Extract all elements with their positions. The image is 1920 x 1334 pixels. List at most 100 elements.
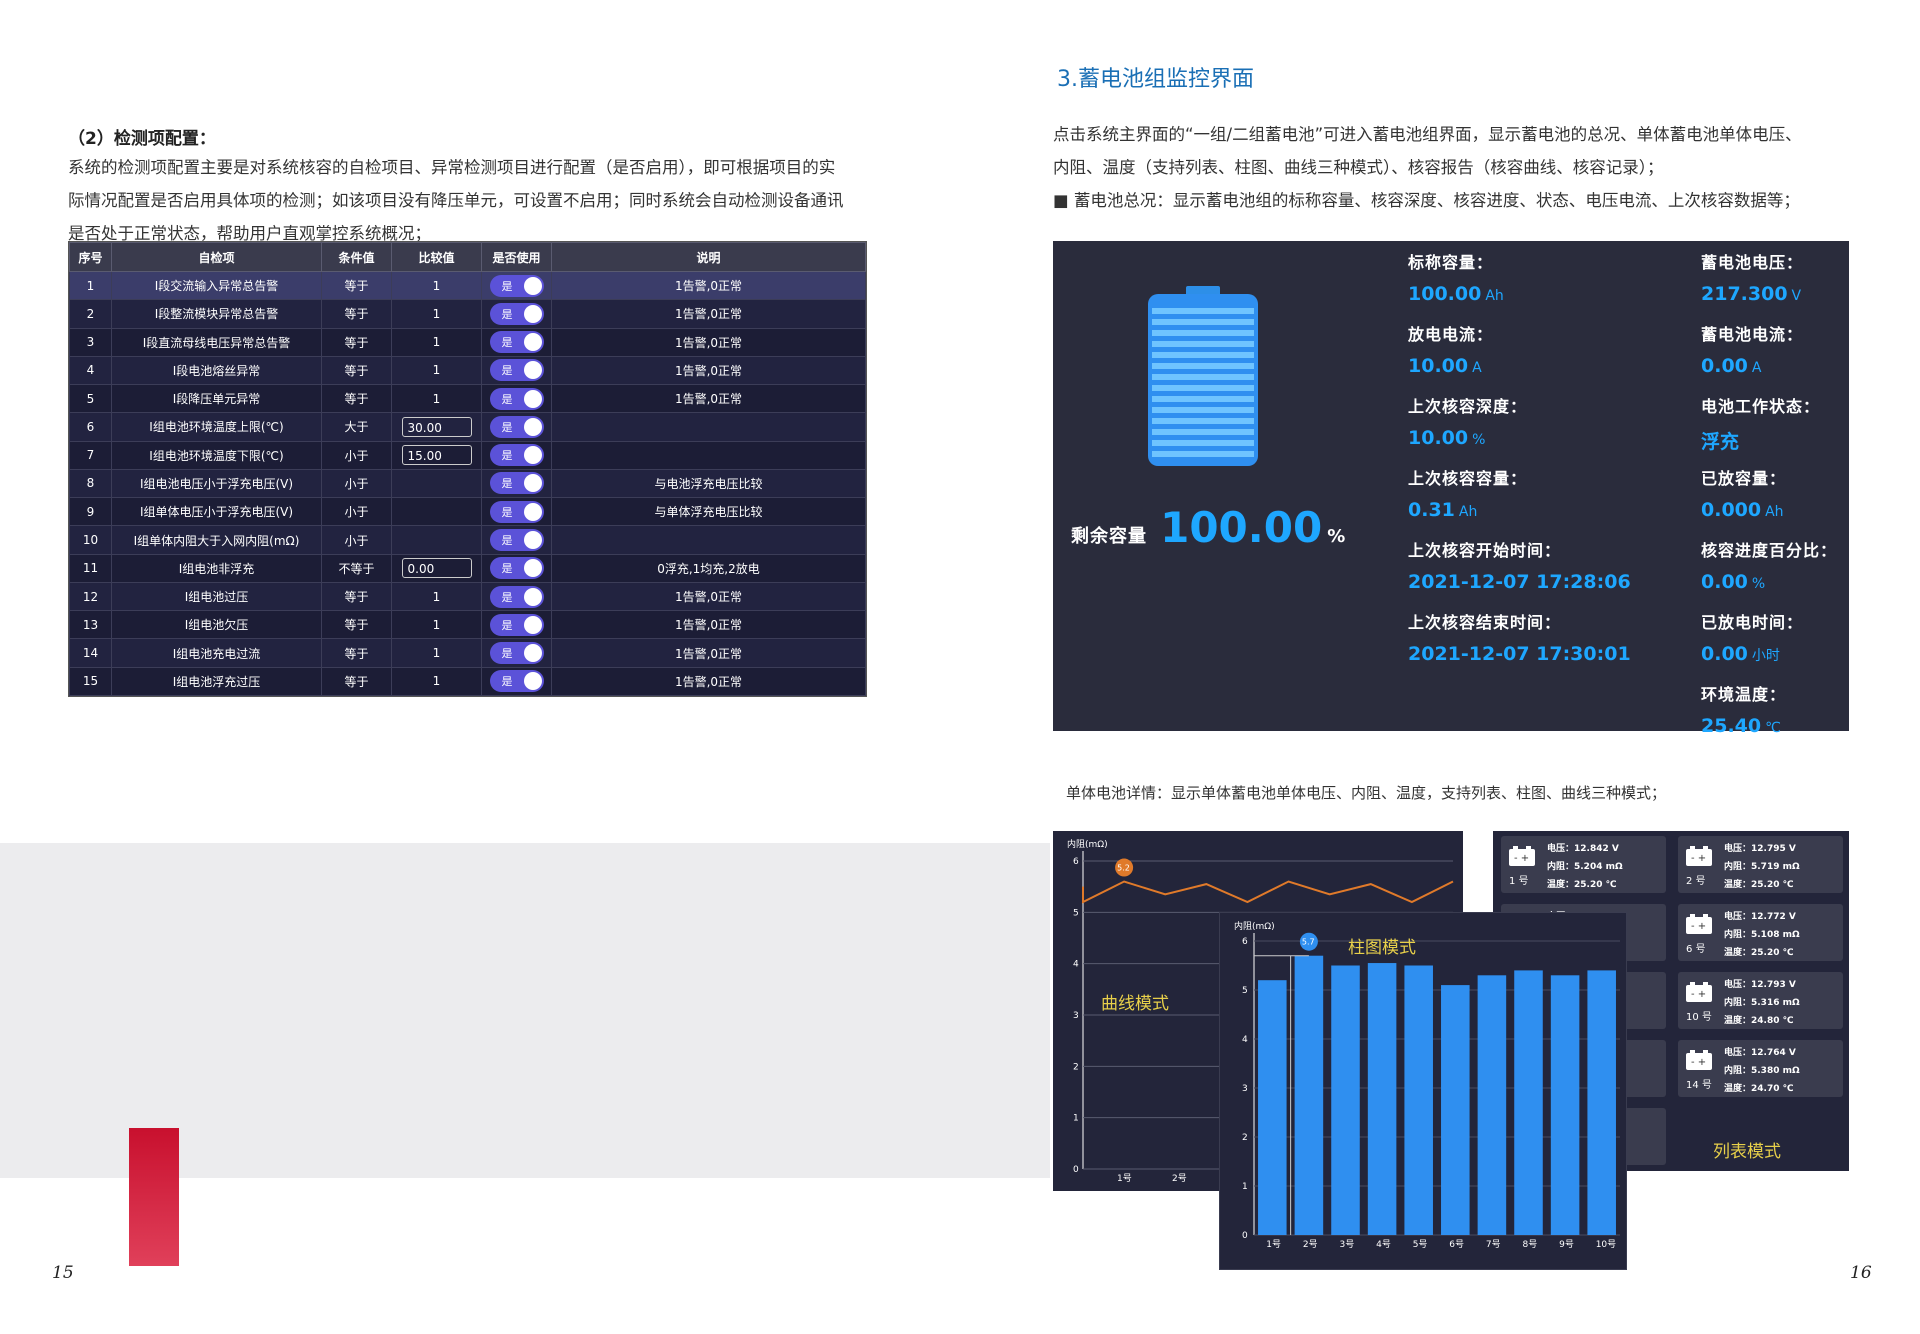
cell-item: I组电池非浮充 bbox=[111, 553, 322, 583]
toggle-knob bbox=[523, 531, 542, 550]
cell-condition: 大于 bbox=[321, 412, 392, 442]
table-row: 13 I组电池欠压 等于 1 是 1告警,0正常 bbox=[69, 610, 866, 640]
table-row: 12 I组电池过压 等于 1 是 1告警,0正常 bbox=[69, 581, 866, 612]
y-tick-label: 4 bbox=[1242, 1035, 1248, 1045]
enabled-toggle[interactable]: 是 bbox=[489, 585, 544, 608]
cell-card[interactable]: - + 1 号 电压：12.842 V 内阻：5.204 mΩ 温度：25.20 ℃ bbox=[1501, 836, 1666, 893]
enabled-toggle[interactable]: 是 bbox=[489, 529, 544, 552]
toggle-label: 是 bbox=[501, 505, 513, 519]
cell-enabled: 是 bbox=[481, 440, 552, 470]
cell-compare: 1 bbox=[391, 638, 482, 668]
enabled-toggle[interactable]: 是 bbox=[489, 557, 544, 580]
gray-band bbox=[0, 843, 1050, 1178]
enabled-toggle[interactable]: 是 bbox=[489, 387, 544, 410]
enabled-toggle[interactable]: 是 bbox=[489, 642, 544, 665]
cell-card[interactable]: - + 2 号 电压：12.795 V 内阻：5.719 mΩ 温度：25.20 ℃ bbox=[1678, 836, 1843, 893]
battery-cell-icon: - + bbox=[1686, 1050, 1712, 1070]
paragraph-line: 系统的检测项配置主要是对系统核容的自检项目、异常检测项目进行配置（是否启用），即… bbox=[68, 158, 836, 177]
enabled-toggle[interactable]: 是 bbox=[489, 670, 544, 693]
overview-unit: V bbox=[1791, 288, 1802, 304]
compare-value: 1 bbox=[432, 278, 441, 293]
enabled-toggle[interactable]: 是 bbox=[489, 613, 544, 636]
battery-stripe bbox=[1152, 319, 1254, 325]
overview-label: 上次核容结束时间： bbox=[1408, 613, 1562, 632]
x-tick-label: 3号 bbox=[1340, 1239, 1355, 1250]
battery-overview-panel: 剩余容量 100.00 % 标称容量： 100.00 Ah 放电电流： 10.00 A 上次… bbox=[1053, 241, 1849, 737]
cell-compare: 15.00 bbox=[391, 440, 482, 470]
y-tick-label: 6 bbox=[1242, 937, 1248, 947]
remaining-unit: % bbox=[1327, 526, 1346, 547]
compare-value-input[interactable]: 0.00 bbox=[401, 558, 472, 579]
enabled-toggle[interactable]: 是 bbox=[489, 472, 544, 495]
x-tick-label: 6号 bbox=[1449, 1239, 1464, 1250]
battery-stripe bbox=[1152, 363, 1254, 369]
cell-temperature: 温度：24.70 ℃ bbox=[1724, 1084, 1794, 1094]
overview-item: 电池工作状态： 浮充 bbox=[1701, 393, 1920, 454]
cell-number: 6 号 bbox=[1686, 944, 1706, 955]
compare-value: 1 bbox=[432, 306, 441, 321]
cell-condition: 等于 bbox=[321, 299, 392, 329]
enabled-toggle[interactable]: 是 bbox=[489, 444, 544, 467]
overview-label: 标称容量： bbox=[1408, 253, 1494, 272]
cell-description: 1告警,0正常 bbox=[551, 384, 866, 414]
overview-value: 浮充 bbox=[1701, 431, 1740, 453]
compare-value-input[interactable]: 30.00 bbox=[401, 416, 472, 437]
overview-unit: % bbox=[1751, 576, 1766, 592]
page-number-left: 15 bbox=[52, 1263, 74, 1283]
table-row: 2 I段整流模块异常总告警 等于 1 是 1告警,0正常 bbox=[69, 299, 866, 329]
enabled-toggle[interactable]: 是 bbox=[489, 500, 544, 523]
bar bbox=[1514, 970, 1543, 1235]
cell-card[interactable]: - + 10 号 电压：12.793 V 内阻：5.316 mΩ 温度：24.80 ℃ bbox=[1678, 972, 1843, 1029]
cell-compare bbox=[391, 497, 482, 527]
enabled-toggle[interactable]: 是 bbox=[489, 415, 544, 438]
overview-label: 蓄电池电压： bbox=[1701, 253, 1804, 272]
cell-item: I段整流模块异常总告警 bbox=[111, 299, 322, 329]
cell-item: I组电池过压 bbox=[111, 581, 322, 612]
overview-unit: ℃ bbox=[1765, 720, 1781, 736]
compare-value: 1 bbox=[432, 646, 441, 661]
y-tick-label: 1 bbox=[1073, 1114, 1079, 1124]
cell-item: I组电池充电过流 bbox=[111, 638, 322, 668]
overview-item: 核容进度百分比： 0.00% bbox=[1701, 537, 1920, 593]
overview-value: 0.000 bbox=[1701, 499, 1762, 521]
section-title: 3.蓄电池组监控界面 bbox=[1057, 67, 1254, 92]
x-tick-label: 8号 bbox=[1523, 1239, 1538, 1250]
bullet-line: ■ 蓄电池总况：显示蓄电池组的标称容量、核容深度、核容进度、状态、电压电流、上次… bbox=[1053, 191, 1800, 210]
cell-no: 2 bbox=[69, 299, 112, 329]
intro-line: 点击系统主界面的“一组/二组蓄电池”可进入蓄电池组界面，显示蓄电池的总况、单体蓄… bbox=[1053, 125, 1802, 144]
enabled-toggle[interactable]: 是 bbox=[489, 274, 544, 297]
toggle-label: 是 bbox=[501, 618, 513, 632]
enabled-toggle[interactable]: 是 bbox=[489, 359, 544, 382]
enabled-toggle[interactable]: 是 bbox=[489, 331, 544, 354]
cell-card[interactable]: - + 14 号 电压：12.764 V 内阻：5.380 mΩ 温度：24.70 ℃ bbox=[1678, 1040, 1843, 1097]
cell-no: 13 bbox=[69, 610, 112, 640]
overview-item: 上次核容结束时间： 2021-12-07 17:30:01 bbox=[1408, 609, 1708, 665]
overview-label: 上次核容开始时间： bbox=[1408, 541, 1562, 560]
cell-card[interactable]: - + 6 号 电压：12.772 V 内阻：5.108 mΩ 温度：25.20 ℃ bbox=[1678, 904, 1843, 961]
cell-resistance: 内阻：5.204 mΩ bbox=[1547, 862, 1623, 872]
cell-no: 6 bbox=[69, 412, 112, 442]
compare-value-input[interactable]: 15.00 bbox=[401, 445, 472, 466]
toggle-label: 是 bbox=[501, 336, 513, 350]
cell-condition: 小于 bbox=[321, 525, 392, 555]
overview-value: 10.00 bbox=[1408, 355, 1469, 377]
enabled-toggle[interactable]: 是 bbox=[489, 302, 544, 325]
battery-stripe bbox=[1152, 407, 1254, 413]
overview-value: 2021-12-07 17:28:06 bbox=[1408, 571, 1631, 593]
marker-pin bbox=[1115, 858, 1134, 877]
cell-item: I组电池环境温度下限(℃) bbox=[111, 440, 322, 470]
x-tick-label: 1号 bbox=[1117, 1173, 1132, 1184]
detection-config-table: 序号 自检项 条件值 比较值 是否使用 说明 1 I段交流输入异常总告警 等于 1 是 1… bbox=[68, 241, 867, 697]
overview-item: 上次核容容量： 0.31 Ah bbox=[1408, 465, 1708, 521]
cell-voltage: 电压：12.795 V bbox=[1724, 844, 1796, 854]
cell-enabled: 是 bbox=[481, 497, 552, 527]
table-row: 7 I组电池环境温度下限(℃) 小于 15.00 是 bbox=[69, 440, 866, 470]
paragraph-line: 是否处于正常状态，帮助用户直观掌控系统概况； bbox=[68, 224, 431, 243]
axis-title: 内阻(mΩ) bbox=[1234, 920, 1275, 932]
compare-value: 1 bbox=[432, 589, 441, 604]
toggle-label: 是 bbox=[501, 534, 513, 548]
cell-condition: 等于 bbox=[321, 384, 392, 414]
overview-unit: Ah bbox=[1458, 504, 1478, 520]
table-row: 10 I组单体内阻大于入网内阻(mΩ) 小于 是 bbox=[69, 525, 866, 555]
table-row: 3 I段直流母线电压异常总告警 等于 1 是 1告警,0正常 bbox=[69, 327, 866, 357]
